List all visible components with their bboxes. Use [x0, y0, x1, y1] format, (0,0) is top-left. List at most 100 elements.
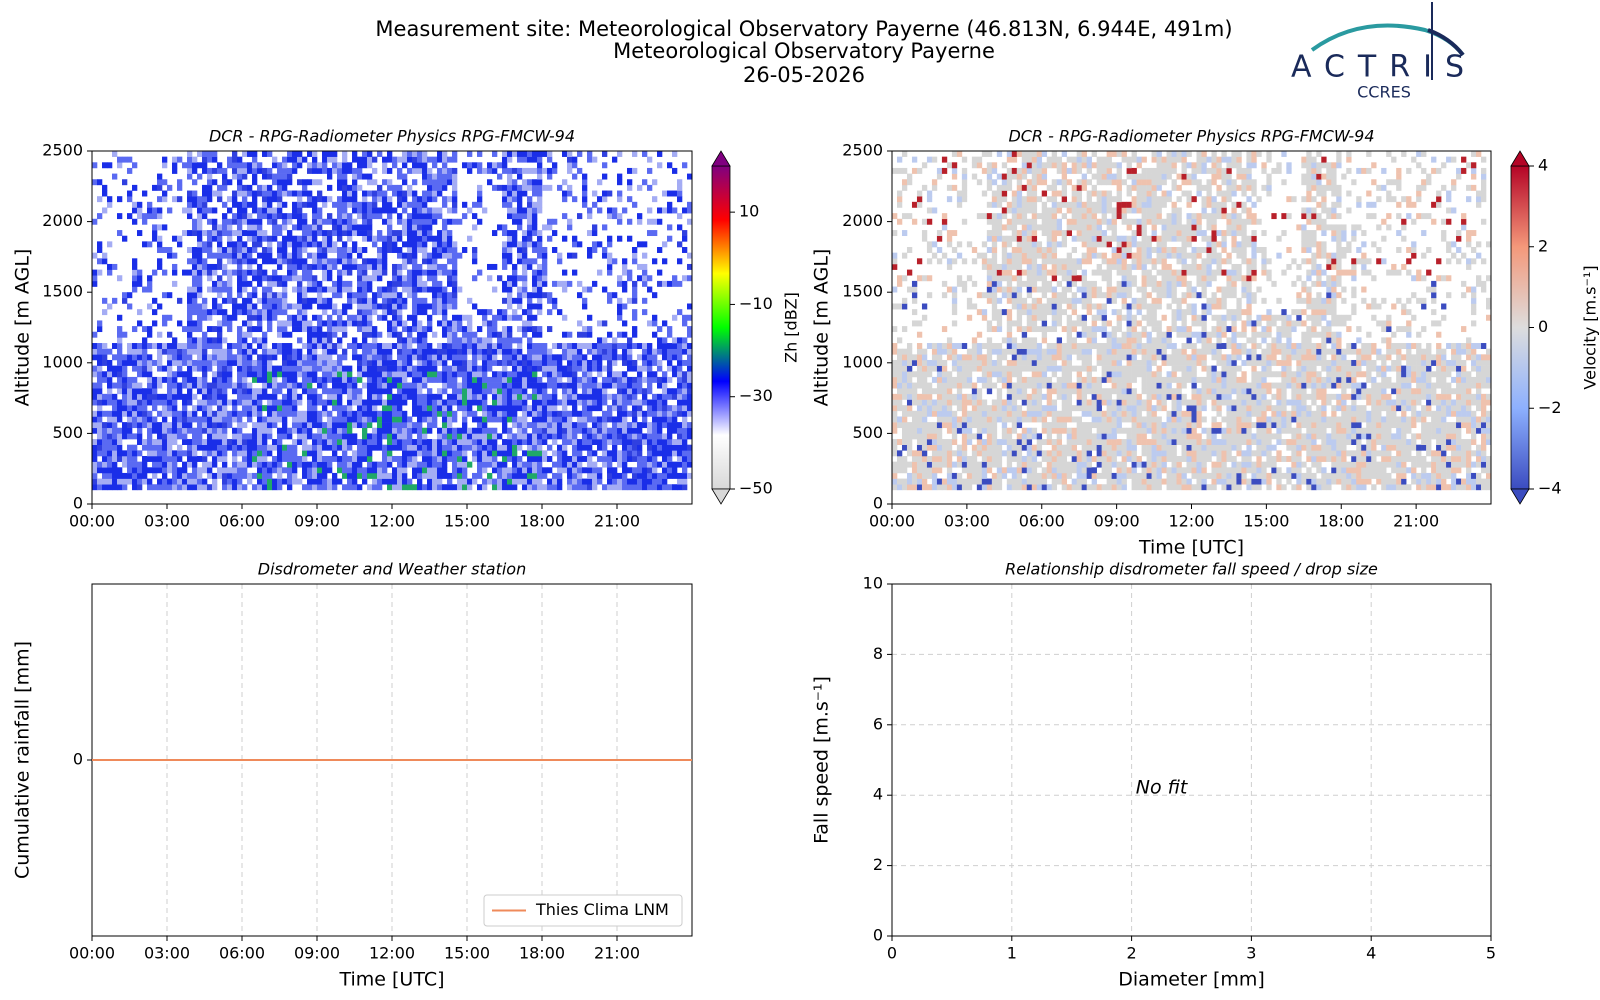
radar-pixel	[452, 427, 458, 434]
radar-pixel	[362, 218, 368, 225]
radar-pixel	[387, 286, 393, 293]
radar-pixel	[682, 467, 688, 474]
radar-pixel	[587, 382, 593, 389]
radar-pixel	[397, 196, 403, 203]
radar-pixel	[427, 416, 433, 423]
radar-pixel	[222, 376, 228, 383]
radar-pixel	[172, 280, 178, 287]
radar-pixel	[642, 359, 648, 366]
radar-pixel	[517, 241, 523, 248]
radar-pixel	[202, 151, 208, 157]
radar-pixel	[367, 218, 373, 225]
radar-pixel	[607, 269, 613, 276]
radar-pixel	[317, 224, 323, 231]
radar-pixel	[437, 450, 443, 457]
radar-pixel	[597, 439, 603, 445]
radar-pixel	[227, 269, 233, 276]
radar-pixel	[312, 472, 318, 479]
radar-pixel	[242, 230, 248, 237]
radar-pixel	[892, 439, 898, 445]
radar-pixel	[517, 427, 523, 434]
radar-pixel	[212, 416, 218, 423]
radar-pixel	[622, 472, 628, 479]
radar-pixel	[567, 224, 573, 231]
radar-pixel	[132, 433, 138, 440]
radar-pixel	[632, 292, 638, 299]
radar-pixel	[382, 167, 388, 174]
radar-pixel	[247, 258, 253, 265]
radar-pixel	[662, 207, 668, 214]
radar-pixel	[367, 331, 373, 338]
radar-pixel	[392, 427, 398, 434]
radar-pixel	[607, 235, 613, 242]
radar-pixel	[577, 292, 583, 299]
radar-pixel	[367, 190, 373, 197]
radar-pixel	[507, 275, 513, 282]
radar-pixel	[387, 230, 393, 237]
radar-pixel	[537, 478, 543, 485]
radar-pixel	[462, 484, 468, 491]
radar-pixel	[532, 455, 538, 462]
radar-pixel	[916, 410, 923, 417]
radar-pixel	[272, 179, 278, 186]
radar-pixel	[507, 348, 513, 355]
radar-pixel	[102, 450, 108, 457]
radar-pixel	[97, 416, 103, 423]
radar-pixel	[177, 343, 183, 349]
radar-pixel	[152, 422, 158, 429]
radar-pixel	[217, 162, 223, 169]
radar-pixel	[462, 455, 468, 462]
radar-pixel	[217, 235, 223, 242]
radar-pixel	[297, 156, 303, 163]
radar-pixel	[497, 472, 503, 479]
radar-pixel	[627, 218, 633, 225]
radar-pixel	[502, 201, 508, 208]
radar-pixel	[562, 388, 568, 395]
radar-pixel	[302, 247, 308, 253]
radar-pixel	[592, 450, 598, 457]
radar-pixel	[327, 427, 333, 434]
radar-pixel	[462, 444, 468, 451]
radar-pixel	[262, 444, 268, 451]
radar-pixel	[612, 292, 618, 299]
radar-pixel	[202, 247, 208, 253]
radar-pixel	[227, 297, 233, 304]
radar-pixel	[467, 478, 473, 485]
radar-pixel	[492, 484, 498, 491]
radar-pixel	[502, 241, 508, 248]
radar-pixel	[267, 399, 273, 406]
radar-pixel	[302, 472, 308, 479]
radar-pixel	[172, 427, 178, 434]
radar-pixel	[492, 467, 498, 474]
radar-pixel	[92, 461, 98, 468]
radar-pixel	[312, 371, 318, 378]
radar-pixel	[502, 348, 508, 355]
radar-pixel	[412, 218, 418, 225]
radar-pixel	[557, 444, 563, 451]
radar-pixel	[896, 337, 903, 344]
radar-pixel	[437, 439, 443, 445]
radar-pixel	[637, 275, 643, 282]
radar-pixel	[617, 410, 623, 417]
radar-pixel	[452, 365, 458, 372]
radar-pixel	[267, 190, 273, 197]
radar-pixel	[117, 230, 123, 237]
radar-pixel	[642, 439, 648, 445]
radar-pixel	[147, 326, 153, 333]
radar-pixel	[492, 382, 498, 389]
radar-pixel	[392, 472, 398, 479]
radar-pixel	[202, 190, 208, 197]
radar-pixel	[447, 292, 453, 299]
radar-pixel	[307, 326, 313, 333]
radar-pixel	[147, 343, 153, 349]
radar-pixel	[402, 343, 408, 349]
radar-pixel	[437, 348, 443, 355]
radar-pixel	[362, 450, 368, 457]
radar-pixel	[232, 167, 238, 174]
radar-pixel	[192, 484, 198, 491]
radar-pixel	[207, 354, 213, 361]
radar-pixel	[347, 467, 353, 474]
radar-pixel	[412, 207, 418, 214]
radar-pixel	[652, 484, 658, 491]
radar-pixel	[552, 230, 558, 237]
